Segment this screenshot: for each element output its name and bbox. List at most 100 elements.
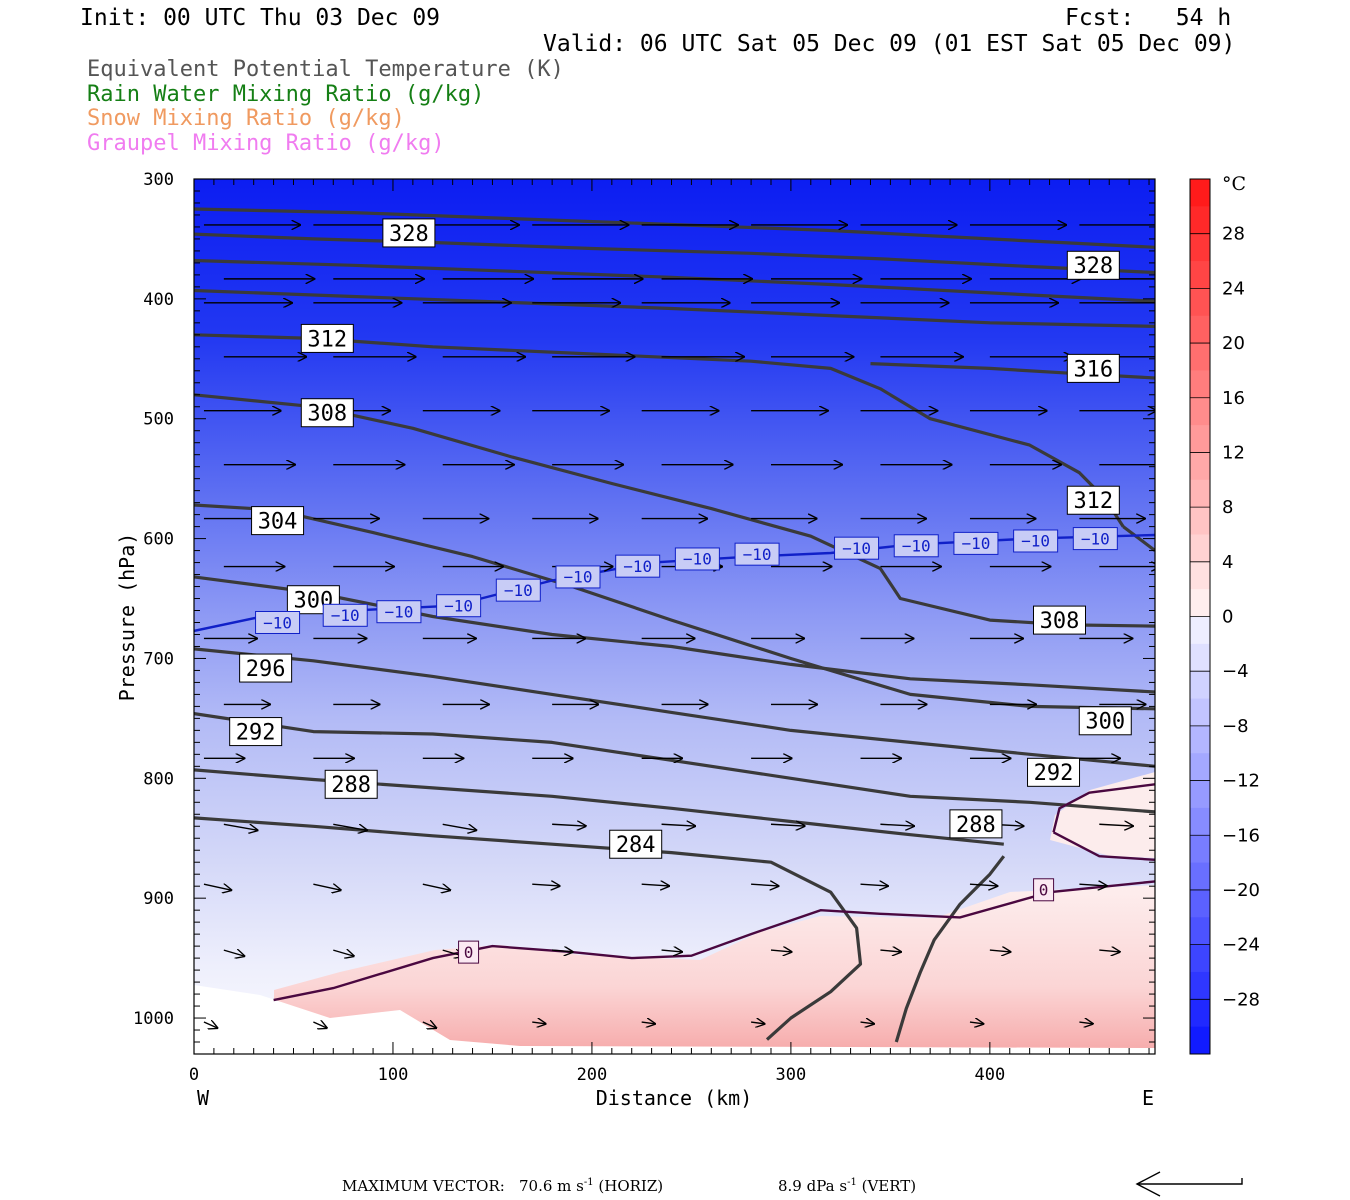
colorbar-tick-label: 28 — [1222, 224, 1245, 245]
colorbar-tick-label: −28 — [1222, 989, 1260, 1010]
wind-vector — [1079, 1022, 1092, 1024]
isotherm-minus10-label-0-text: −10 — [263, 613, 292, 632]
theta-e-contour-2 — [194, 258, 1155, 303]
theta-e-label-11-1-text: 292 — [1034, 761, 1074, 786]
x-axis-label: Distance (km) — [596, 1086, 753, 1110]
wind-vector — [751, 884, 778, 886]
theta-e-label-9-1-box — [1078, 706, 1132, 736]
theta-e-label-6-0-box — [300, 398, 354, 428]
colorbar-segment — [1190, 1026, 1210, 1055]
x-tick-label: 400 — [974, 1065, 1005, 1085]
theta-e-label-12-1: 288 — [949, 809, 1003, 839]
theta-e-label-13-0-box — [609, 829, 663, 859]
theta-e-label-0-1: 328 — [1066, 250, 1120, 280]
isotherm-zero-0 — [273, 880, 1155, 1002]
x-tick-label: 100 — [378, 1065, 409, 1085]
theta-e-label-7-0-box — [1066, 485, 1120, 515]
theta-e-label-0-0-text: 328 — [389, 222, 429, 247]
theta-e-label-5-0-box — [1066, 353, 1120, 383]
theta-e-label-11-0-text: 292 — [236, 720, 276, 745]
theta-e-label-0-1-box — [1066, 250, 1120, 280]
x-tick-label: 200 — [577, 1065, 608, 1085]
theta-e-contour-8 — [194, 503, 1155, 711]
isotherm-minus10-label-4-box — [495, 578, 541, 602]
wind-vector — [422, 1022, 436, 1028]
isotherm-minus10-label-10-box — [893, 534, 939, 558]
wind-vector — [860, 884, 888, 886]
isotherm-minus10-label-4: −10 — [495, 578, 541, 602]
colorbar-segment — [1190, 370, 1210, 399]
isotherm-minus10-label-8: −10 — [734, 542, 780, 566]
vert-max-vector: 8.9 dPa s-1 (VERT) — [778, 1177, 916, 1195]
wind-vector — [313, 883, 340, 890]
theta-e-label-13-0-text: 284 — [616, 833, 656, 858]
theta-e-contour-11 — [194, 712, 1155, 814]
y-axis: 300 400 500 600 700 800 900 1000 — [133, 170, 1155, 1043]
theta-e-label-11-1-box — [1027, 757, 1081, 787]
vert-value: 8.9 dPa s — [778, 1177, 848, 1195]
colorbar-tick-label: 0 — [1222, 607, 1233, 628]
wind-vector — [641, 1022, 655, 1024]
reference-vector-icon — [1135, 1171, 1243, 1197]
y-tick-label: 1000 — [133, 1009, 174, 1029]
colorbar-tick-label: 20 — [1222, 333, 1245, 354]
theta-e-label-6-1: 308 — [1032, 605, 1086, 635]
isotherm-minus10-label-4-text: −10 — [504, 581, 533, 600]
theta-e-label-4-0: 312 — [300, 323, 354, 353]
wind-vector — [422, 883, 450, 890]
colorbar-tick-label: −4 — [1222, 661, 1249, 682]
theta-e-label-7-0: 312 — [1066, 485, 1120, 515]
colorbar-segment — [1190, 971, 1210, 1000]
y-tick-label: 400 — [143, 290, 174, 310]
theta-e-contour-3 — [194, 288, 1155, 328]
colorbar-segment — [1190, 917, 1210, 946]
y-tick-label: 500 — [143, 410, 174, 430]
theta-e-label-11-0-box — [229, 717, 283, 747]
colorbar-segment — [1190, 999, 1210, 1028]
warm-pocket-shading — [1050, 772, 1155, 858]
isotherm-minus10-label-1-text: −10 — [331, 606, 360, 625]
wind-vector — [333, 823, 367, 830]
colorbar-segment — [1190, 780, 1210, 809]
isotherm-zero-label-0-1: 0 — [1033, 878, 1055, 902]
isotherm-zero-1 — [1052, 783, 1155, 833]
theta-e-contour-4 — [194, 333, 1125, 528]
wind-vector — [751, 1022, 764, 1024]
theta-e-label-9-1-text: 300 — [1085, 710, 1125, 735]
isotherm-minus10-label-13: −10 — [1072, 527, 1118, 551]
colorbar-segment — [1190, 671, 1210, 700]
colorbar-segment — [1190, 643, 1210, 672]
warm-layer-shading — [274, 885, 1155, 1054]
wind-vector — [552, 824, 586, 826]
colorbar-tick-label: −24 — [1222, 935, 1260, 956]
theta-e-label-10-0-box — [239, 653, 293, 683]
colorbar-segment — [1190, 425, 1210, 453]
wind-vector — [969, 1022, 983, 1024]
isotherm-minus10-label-12-box — [1013, 529, 1059, 553]
isotherm-minus10-label-10: −10 — [893, 534, 939, 558]
theta-e-label-8-0-box — [251, 506, 305, 536]
isotherm-minus10-label-0: −10 — [255, 610, 301, 634]
wind-vector — [770, 824, 805, 826]
isotherm-minus10-label-3-text: −10 — [444, 596, 473, 615]
isotherm-minus10-label-3: −10 — [436, 594, 482, 618]
isotherm-zero-label-0-1-text: 0 — [1039, 881, 1049, 900]
vert-exponent: -1 — [847, 1177, 857, 1188]
isotherm-minus10-label-2-text: −10 — [384, 602, 413, 621]
colorbar-segment — [1190, 261, 1210, 289]
isotherm-minus10-label-0-box — [255, 610, 301, 634]
theta-e-label-8-0-text: 304 — [258, 510, 298, 535]
colorbar-segment — [1190, 397, 1210, 426]
isotherm-minus10-label-5: −10 — [555, 565, 601, 589]
wind-vector — [1099, 950, 1120, 952]
wind-vector — [552, 950, 573, 952]
colorbar-segment — [1190, 698, 1210, 727]
colorbar-segment — [1190, 889, 1210, 918]
isotherm-zero-label-0-0-box — [458, 940, 480, 964]
colorbar-segment — [1190, 807, 1210, 836]
wind-vector — [880, 824, 914, 826]
theta-e-label-6-1-box — [1032, 605, 1086, 635]
theta-e-label-4-0-text: 312 — [307, 327, 347, 352]
colorbar-tick-label: 16 — [1222, 388, 1245, 409]
